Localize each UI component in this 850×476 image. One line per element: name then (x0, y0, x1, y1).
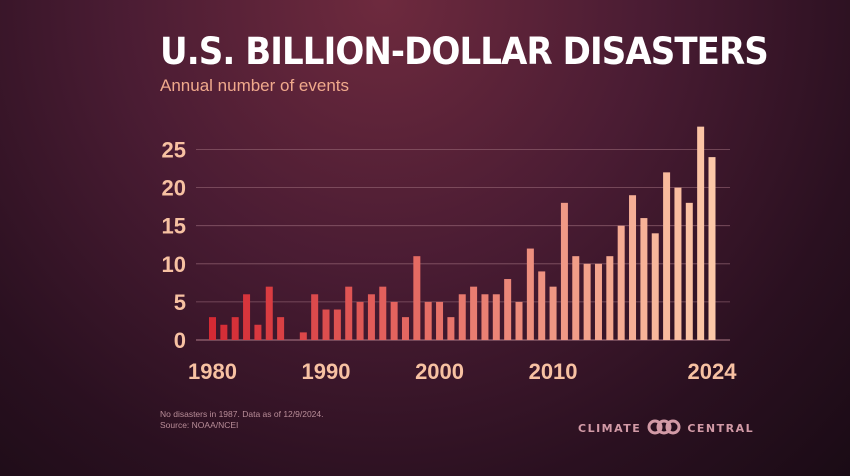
bar (277, 317, 285, 340)
bar (254, 324, 262, 340)
bar (401, 317, 409, 340)
bar (572, 256, 580, 340)
bar (345, 286, 353, 340)
bar (265, 286, 273, 340)
chart-subtitle: Annual number of events (160, 76, 350, 95)
bar (617, 225, 625, 340)
bar (413, 256, 421, 340)
bar (231, 317, 239, 340)
bar (663, 172, 671, 340)
brand-right-text: CENTRAL (687, 421, 755, 435)
bar (594, 263, 602, 340)
chart-title: U.S. BILLION-DOLLAR DISASTERS (160, 30, 769, 73)
bar (333, 309, 341, 340)
climate-central-logo: CLIMATE CENTRAL (578, 418, 754, 438)
x-tick-label: 2010 (529, 359, 578, 384)
bar (685, 202, 693, 340)
bar (515, 301, 523, 340)
bar (697, 126, 705, 340)
y-tick-label: 5 (174, 290, 186, 315)
bar (436, 301, 444, 340)
x-tick-label: 1980 (188, 359, 237, 384)
bar (299, 332, 307, 340)
bar (492, 294, 500, 340)
y-tick-label: 20 (162, 176, 186, 201)
bar (538, 271, 546, 340)
bar (674, 187, 682, 340)
x-tick-label: 2000 (415, 359, 464, 384)
bar (322, 309, 330, 340)
bar (526, 248, 534, 340)
bar (560, 202, 568, 340)
bar (390, 301, 398, 340)
bar (447, 317, 455, 340)
y-tick-label: 15 (162, 214, 186, 239)
bar (243, 294, 251, 340)
bar (583, 263, 591, 340)
bar (311, 294, 319, 340)
y-tick-label: 10 (162, 252, 186, 277)
y-tick-label: 0 (174, 328, 186, 353)
source-note: Source: NOAA/NCEI (160, 420, 239, 430)
bar (209, 317, 216, 340)
bar (424, 301, 432, 340)
brand-left-text: CLIMATE (578, 421, 642, 435)
y-tick-label: 25 (162, 138, 186, 163)
bar (220, 324, 228, 340)
climate-central-logo-icon (646, 419, 682, 438)
bar (651, 233, 659, 340)
bar (356, 301, 364, 340)
bar (708, 157, 716, 340)
bar (470, 286, 478, 340)
bar (367, 294, 375, 340)
bar-chart: 0 5 10 15 20 25 1980 1990 2000 2010 2024 (162, 126, 738, 384)
bar (549, 286, 557, 340)
bar (606, 256, 614, 340)
bar (458, 294, 466, 340)
bar (379, 286, 387, 340)
x-tick-label: 1990 (302, 359, 351, 384)
bar (504, 279, 512, 340)
bar (481, 294, 489, 340)
bar (629, 195, 637, 340)
x-tick-label: 2024 (688, 359, 738, 384)
footnote: No disasters in 1987. Data as of 12/9/20… (160, 409, 324, 419)
bar (640, 218, 648, 340)
